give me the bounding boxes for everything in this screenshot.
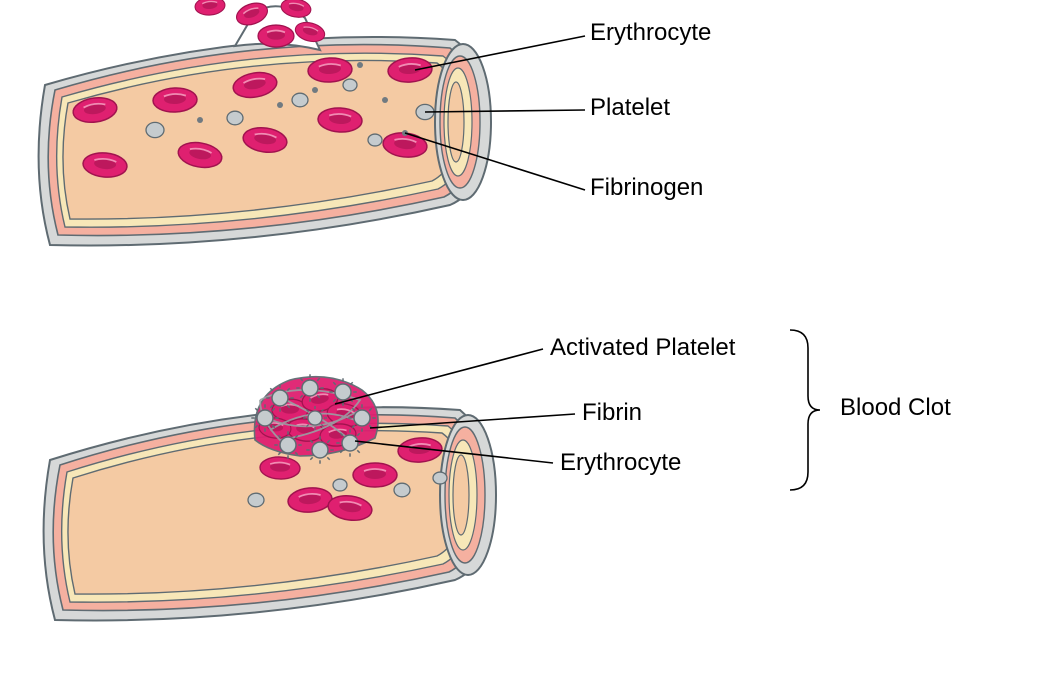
vessel-bottom: [44, 374, 496, 620]
label-erythrocyte-2: Erythrocyte: [560, 449, 681, 476]
label-erythrocyte: Erythrocyte: [590, 19, 711, 46]
label-fibrin: Fibrin: [582, 399, 642, 426]
vessel-top: [39, 0, 491, 245]
label-fibrinogen: Fibrinogen: [590, 174, 703, 201]
bracket: [790, 330, 820, 490]
label-blood-clot: Blood Clot: [840, 394, 951, 421]
label-activated-platelet: Activated Platelet: [550, 334, 736, 361]
label-platelet: Platelet: [590, 94, 670, 121]
blood-clot-diagram: Erythrocyte Platelet Fibrinogen Activate…: [0, 0, 1045, 677]
